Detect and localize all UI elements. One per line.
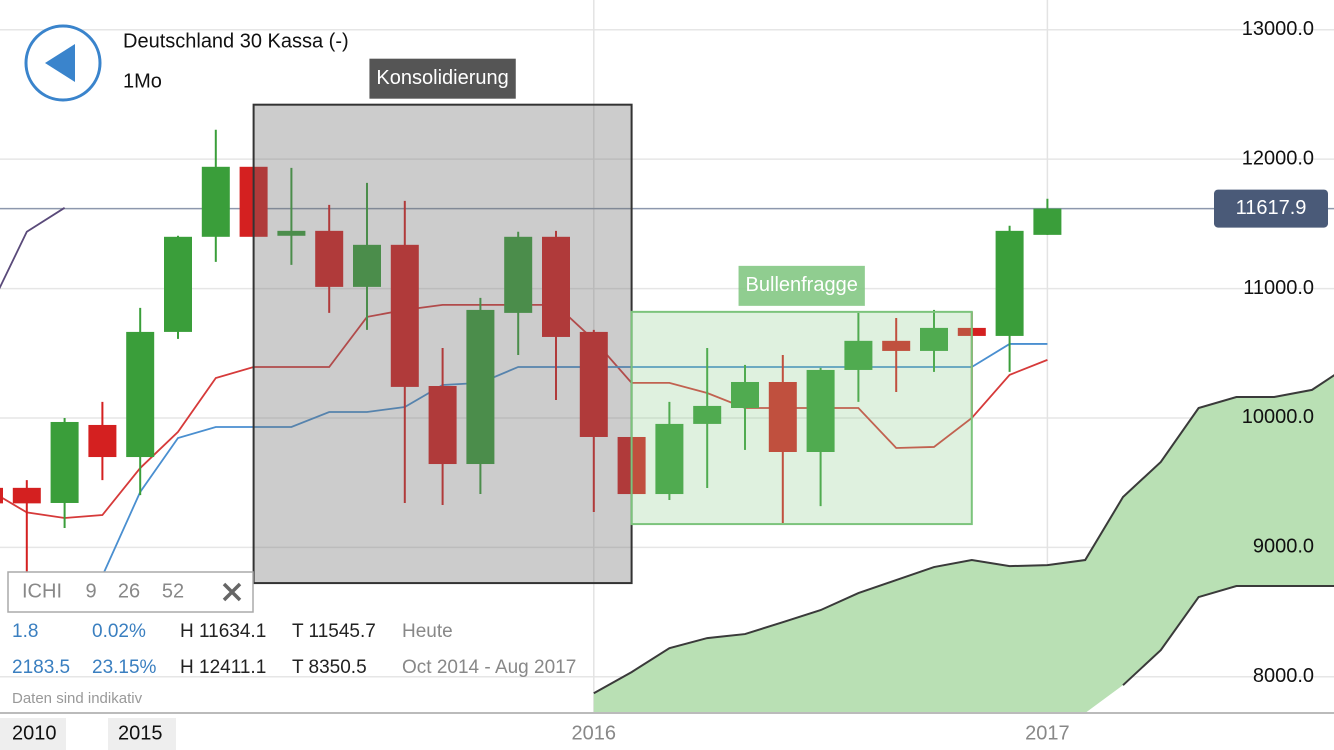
stat-value: Heute [402,621,453,642]
chart-title: Deutschland 30 Kassa (-) [123,30,349,52]
candle-body [164,236,192,332]
stat-value: 1.8 [12,621,38,642]
navigator-tab [0,718,66,750]
last-price-badge [1214,189,1328,228]
candle-body [579,331,608,437]
candle-body [466,309,495,465]
y-tick-label: 12000.0 [1242,147,1314,169]
candle-body [428,386,457,465]
stat-value: Oct 2014 - Aug 2017 [402,657,576,678]
candle-body [1033,208,1062,235]
annotation-label: Bullenfragge [746,274,858,296]
chart-subtitle: 1Mo [123,70,162,92]
indicator-frame[interactable] [7,571,254,613]
navigator-tab [108,718,176,750]
navigator-label: 2015 [118,722,163,744]
candle-body [12,487,41,504]
candle-body [50,421,79,503]
candle-body [768,381,797,452]
indicator-param: 26 [118,580,140,602]
candle-body [995,230,1024,336]
y-tick-label: 9000.0 [1253,536,1314,558]
y-tick-label: 8000.0 [1253,665,1314,687]
candle-body [693,405,722,424]
last-price-label: 11617.9 [1236,197,1307,219]
cloud-area [593,375,1334,713]
candle-body [882,340,911,351]
x-axis-strip [0,713,1334,750]
back-button[interactable] [24,24,102,102]
stat-value: 2183.5 [12,657,70,678]
stat-value: H 12411.1 [180,657,266,678]
annotation-label-bg [369,58,516,99]
indicator-line [101,343,1048,577]
indicator-param: 52 [162,580,184,602]
y-tick-label: 10000.0 [1242,406,1314,428]
stat-value: T 8350.5 [292,657,367,678]
annotation-label-bg [738,265,865,306]
candle-body [353,244,381,287]
candle-body [390,244,419,387]
x-tick-label: 2016 [572,722,617,744]
candle-body [655,423,684,495]
candle-body [277,230,306,236]
back-arrow[interactable] [45,44,75,82]
indicator-name: ICHI [22,580,62,602]
plot-area [0,0,1334,713]
disclaimer: Daten sind indikativ [12,690,143,707]
candle-body [88,424,117,458]
annotation-label: Konsolidierung [376,67,508,89]
indicator-line [0,207,66,290]
candle-body [126,331,155,458]
navigator-label: 2010 [12,722,57,744]
stat-value: T 11545.7 [292,621,376,642]
indicator-param: 9 [85,580,96,602]
cloud-line [1122,585,1334,686]
y-tick-label: 13000.0 [1242,18,1314,40]
candle-body [201,166,230,237]
stat-value: 0.02% [92,621,146,642]
candle-body [806,369,835,452]
stat-value: H 11634.1 [180,621,266,642]
indicator-close[interactable] [222,582,242,602]
candle-body [542,236,570,337]
candle-body [504,236,533,313]
stat-value: 23.15% [92,657,157,678]
annotation-box [252,103,633,585]
x-tick-label: 2017 [1025,722,1070,744]
candle-body [844,340,873,370]
candle-body [920,327,948,351]
candle-body [315,230,344,287]
candle-body [0,487,3,504]
cloud-line [593,374,1334,695]
y-tick-label: 11000.0 [1243,277,1314,299]
candle-body [731,381,759,409]
indicator-box[interactable]: ICHI 9 26 52 [7,571,254,613]
annotation-box [630,310,973,526]
